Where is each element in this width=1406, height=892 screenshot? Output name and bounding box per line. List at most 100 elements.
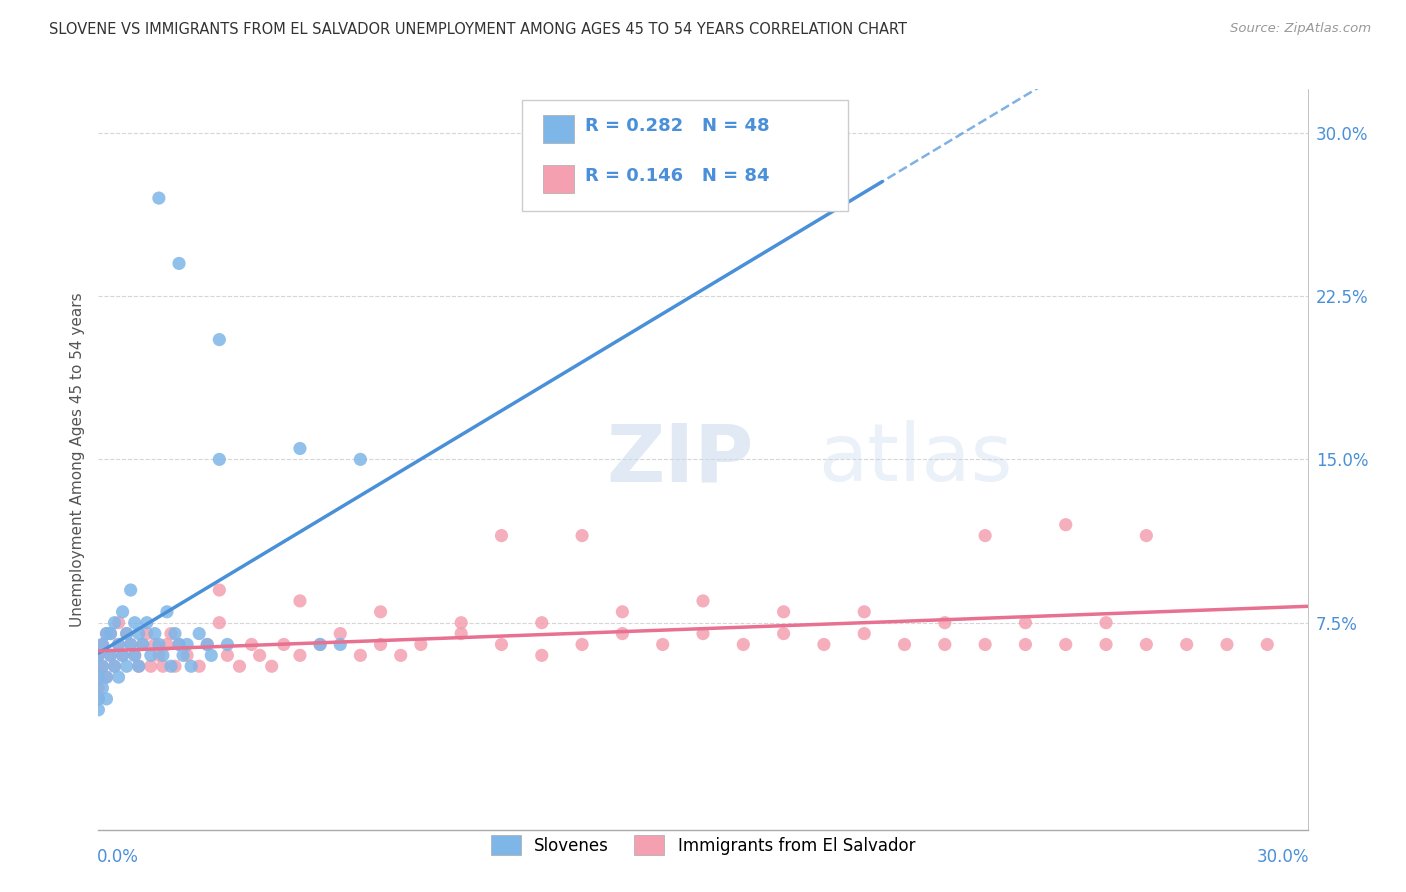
Text: 30.0%: 30.0% [1257, 848, 1309, 866]
Point [349, 452, 371, 467]
FancyBboxPatch shape [543, 165, 574, 193]
Point [128, 659, 150, 673]
Point [135, 615, 157, 630]
Point [176, 638, 198, 652]
Point [156, 638, 179, 652]
Point [1256, 638, 1278, 652]
Point [111, 648, 134, 663]
Point [974, 528, 997, 542]
Point [974, 638, 997, 652]
Point [571, 638, 593, 652]
Point [87, 648, 110, 663]
Point [208, 452, 231, 467]
Point [772, 605, 794, 619]
Point [87, 670, 110, 684]
Point [934, 615, 956, 630]
Point [329, 626, 352, 640]
Point [135, 626, 157, 640]
Point [139, 648, 162, 663]
Point [249, 648, 271, 663]
Point [180, 659, 202, 673]
Point [124, 615, 146, 630]
Point [288, 594, 311, 608]
Point [111, 648, 134, 663]
Point [228, 659, 250, 673]
Y-axis label: Unemployment Among Ages 45 to 54 years: Unemployment Among Ages 45 to 54 years [69, 292, 84, 627]
Point [329, 638, 352, 652]
Point [91, 681, 114, 695]
Point [772, 626, 794, 640]
Point [309, 638, 332, 652]
Point [450, 615, 472, 630]
Point [1014, 638, 1036, 652]
Point [195, 638, 218, 652]
Point [156, 605, 179, 619]
Point [107, 615, 129, 630]
Point [87, 703, 110, 717]
Point [152, 659, 174, 673]
Point [1175, 638, 1198, 652]
Point [100, 626, 122, 640]
Point [853, 605, 876, 619]
Point [96, 670, 118, 684]
Point [240, 638, 263, 652]
Point [107, 638, 129, 652]
Point [370, 638, 392, 652]
Point [208, 333, 231, 347]
Point [148, 638, 170, 652]
Text: ZIP: ZIP [606, 420, 754, 499]
Point [132, 638, 155, 652]
Point [139, 659, 162, 673]
Point [160, 626, 183, 640]
Point [143, 638, 166, 652]
Point [1135, 638, 1157, 652]
Point [115, 626, 138, 640]
Text: R = 0.146   N = 84: R = 0.146 N = 84 [585, 167, 769, 185]
Point [96, 670, 118, 684]
Text: atlas: atlas [818, 420, 1012, 499]
Point [167, 638, 190, 652]
Point [100, 626, 122, 640]
Point [87, 648, 110, 663]
Point [733, 638, 755, 652]
Point [96, 626, 118, 640]
Point [349, 648, 371, 663]
Point [288, 648, 311, 663]
Point [91, 638, 114, 652]
Point [115, 659, 138, 673]
Point [612, 626, 634, 640]
Point [692, 594, 714, 608]
Point [91, 659, 114, 673]
Point [1216, 638, 1239, 652]
Point [172, 648, 194, 663]
Point [1135, 528, 1157, 542]
Point [893, 638, 915, 652]
Point [148, 191, 170, 205]
Point [491, 638, 513, 652]
Point [128, 626, 150, 640]
Point [934, 638, 956, 652]
Point [87, 692, 110, 706]
Point [1014, 615, 1036, 630]
Point [120, 638, 142, 652]
Point [370, 605, 392, 619]
Text: 0.0%: 0.0% [97, 848, 139, 866]
Point [100, 648, 122, 663]
Point [309, 638, 332, 652]
Point [115, 626, 138, 640]
Point [288, 442, 311, 456]
Point [87, 692, 110, 706]
Text: Source: ZipAtlas.com: Source: ZipAtlas.com [1230, 22, 1371, 36]
Point [208, 615, 231, 630]
Point [188, 626, 211, 640]
FancyBboxPatch shape [522, 100, 848, 211]
Point [260, 659, 283, 673]
Point [120, 582, 142, 597]
Point [612, 605, 634, 619]
Text: R = 0.282   N = 48: R = 0.282 N = 48 [585, 117, 769, 136]
Point [143, 626, 166, 640]
FancyBboxPatch shape [543, 115, 574, 144]
Point [107, 638, 129, 652]
Point [132, 638, 155, 652]
Text: SLOVENE VS IMMIGRANTS FROM EL SALVADOR UNEMPLOYMENT AMONG AGES 45 TO 54 YEARS CO: SLOVENE VS IMMIGRANTS FROM EL SALVADOR U… [49, 22, 907, 37]
